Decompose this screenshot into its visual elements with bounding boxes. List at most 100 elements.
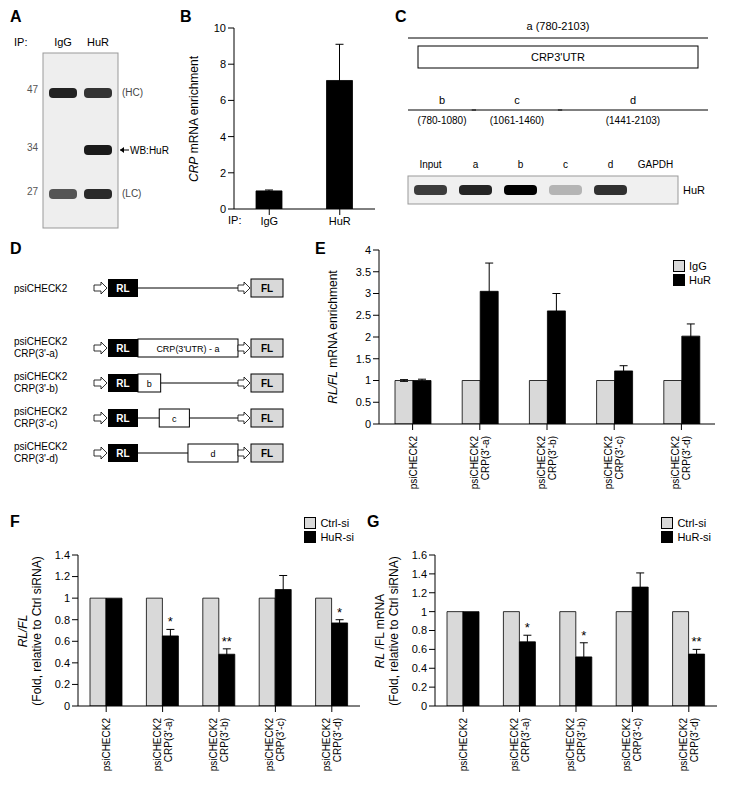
svg-text:psiCHECK2CRP(3'-a): psiCHECK2CRP(3'-a) xyxy=(509,718,531,772)
svg-text:1: 1 xyxy=(421,606,427,618)
svg-text:*: * xyxy=(581,628,586,643)
svg-text:d: d xyxy=(630,94,636,106)
svg-text:IgG: IgG xyxy=(260,215,278,227)
svg-text:FL: FL xyxy=(261,343,273,354)
svg-text:b: b xyxy=(439,94,445,106)
svg-text:d: d xyxy=(608,159,614,170)
svg-text:0.5: 0.5 xyxy=(356,396,371,408)
svg-text:0: 0 xyxy=(220,203,226,215)
svg-text:psiCHECK2CRP(3'-c): psiCHECK2CRP(3'-c) xyxy=(603,436,625,490)
svg-text:1: 1 xyxy=(365,374,371,386)
svg-text:RL: RL xyxy=(116,343,129,354)
svg-text:WB:HuR: WB:HuR xyxy=(130,145,169,156)
svg-text:RL: RL xyxy=(116,283,129,294)
svg-text:CRP(3'-d): CRP(3'-d) xyxy=(14,453,58,464)
svg-text:psiCHECK2: psiCHECK2 xyxy=(14,406,68,417)
svg-text:(1061-1460): (1061-1460) xyxy=(490,115,544,126)
svg-text:CRP3'UTR: CRP3'UTR xyxy=(531,51,585,63)
svg-text:CRP(3'-b): CRP(3'-b) xyxy=(14,383,58,394)
svg-text:psiCHECK2CRP(3'-c): psiCHECK2CRP(3'-c) xyxy=(264,718,286,772)
svg-text:FL: FL xyxy=(261,283,273,294)
svg-text:psiCHECK2CRP(3'-b): psiCHECK2CRP(3'-b) xyxy=(208,718,230,772)
svg-text:psiCHECK2: psiCHECK2 xyxy=(408,436,419,490)
svg-text:CRP(3'UTR) - a: CRP(3'UTR) - a xyxy=(156,344,219,354)
svg-text:*: * xyxy=(525,620,530,635)
svg-text:psiCHECK2: psiCHECK2 xyxy=(458,718,469,772)
svg-text:0.2: 0.2 xyxy=(55,678,70,690)
svg-text:IP:: IP: xyxy=(14,36,27,48)
svg-text:27: 27 xyxy=(27,186,39,197)
svg-text:2.5: 2.5 xyxy=(356,309,371,321)
svg-text:FL: FL xyxy=(261,413,273,424)
svg-text:psiCHECK2CRP(3'-d): psiCHECK2CRP(3'-d) xyxy=(678,718,700,772)
svg-text:1: 1 xyxy=(64,592,70,604)
svg-text:3.5: 3.5 xyxy=(356,266,371,278)
svg-text:psiCHECK2CRP(3'-b): psiCHECK2CRP(3'-b) xyxy=(565,718,587,772)
svg-text:psiCHECK2CRP(3'-d): psiCHECK2CRP(3'-d) xyxy=(670,436,692,490)
svg-text:c: c xyxy=(563,159,568,170)
svg-text:1.2: 1.2 xyxy=(55,570,70,582)
svg-text:**: ** xyxy=(692,634,702,649)
svg-text:4: 4 xyxy=(220,131,226,143)
svg-text:HuR: HuR xyxy=(329,215,351,227)
svg-text:0: 0 xyxy=(365,418,371,430)
svg-text:2: 2 xyxy=(365,331,371,343)
svg-text:(780-1080): (780-1080) xyxy=(418,115,467,126)
svg-text:47: 47 xyxy=(27,84,39,95)
svg-text:CRP(3'-a): CRP(3'-a) xyxy=(14,348,58,359)
svg-text:0.2: 0.2 xyxy=(412,681,427,693)
svg-text:1.2: 1.2 xyxy=(412,587,427,599)
svg-text:HuR: HuR xyxy=(87,36,109,48)
svg-text:34: 34 xyxy=(27,142,39,153)
svg-text:HuR: HuR xyxy=(683,184,705,196)
svg-text:psiCHECK2: psiCHECK2 xyxy=(14,283,68,294)
svg-text:6: 6 xyxy=(220,94,226,106)
svg-text:*: * xyxy=(337,605,342,620)
svg-text:0.4: 0.4 xyxy=(55,657,70,669)
svg-text:d: d xyxy=(210,449,215,459)
svg-text:a: a xyxy=(473,159,479,170)
svg-text:0.6: 0.6 xyxy=(412,643,427,655)
svg-text:CRP(3'-c): CRP(3'-c) xyxy=(14,418,58,429)
svg-text:GAPDH: GAPDH xyxy=(638,159,674,170)
svg-text:0: 0 xyxy=(421,700,427,712)
svg-text:2: 2 xyxy=(220,167,226,179)
svg-text:0.4: 0.4 xyxy=(412,662,427,674)
svg-text:Input: Input xyxy=(419,159,441,170)
svg-text:1.4: 1.4 xyxy=(412,568,427,580)
svg-text:b: b xyxy=(147,379,152,389)
svg-text:psiCHECK2: psiCHECK2 xyxy=(101,718,112,772)
svg-text:psiCHECK2CRP(3'-a): psiCHECK2CRP(3'-a) xyxy=(469,436,491,490)
svg-text:0.8: 0.8 xyxy=(55,614,70,626)
svg-text:4: 4 xyxy=(365,244,371,256)
svg-text:**: ** xyxy=(222,634,232,649)
svg-text:RL: RL xyxy=(116,448,129,459)
svg-text:FL: FL xyxy=(261,378,273,389)
svg-text:IgG: IgG xyxy=(54,36,72,48)
svg-text:(LC): (LC) xyxy=(122,188,141,199)
svg-text:8: 8 xyxy=(220,58,226,70)
svg-text:3: 3 xyxy=(365,287,371,299)
svg-text:psiCHECK2CRP(3'-c): psiCHECK2CRP(3'-c) xyxy=(621,718,643,772)
svg-text:psiCHECK2CRP(3'-d): psiCHECK2CRP(3'-d) xyxy=(321,718,343,772)
svg-text:b: b xyxy=(518,159,524,170)
svg-text:1.5: 1.5 xyxy=(356,353,371,365)
svg-text:10: 10 xyxy=(214,22,226,34)
svg-text:RL: RL xyxy=(116,378,129,389)
svg-text:FL: FL xyxy=(261,448,273,459)
svg-text:0: 0 xyxy=(64,700,70,712)
svg-text:*: * xyxy=(168,614,173,629)
svg-text:psiCHECK2: psiCHECK2 xyxy=(14,441,68,452)
svg-text:c: c xyxy=(172,414,177,424)
svg-text:1.4: 1.4 xyxy=(55,549,70,561)
svg-text:psiCHECK2: psiCHECK2 xyxy=(14,336,68,347)
svg-text:c: c xyxy=(514,94,520,106)
svg-text:0.8: 0.8 xyxy=(412,624,427,636)
svg-text:0.6: 0.6 xyxy=(55,635,70,647)
svg-text:psiCHECK2CRP(3'-b): psiCHECK2CRP(3'-b) xyxy=(536,436,558,490)
svg-text:psiCHECK2CRP(3'-a): psiCHECK2CRP(3'-a) xyxy=(152,718,174,772)
svg-text:a (780-2103): a (780-2103) xyxy=(527,20,590,32)
svg-text:(HC): (HC) xyxy=(122,87,143,98)
svg-text:1.6: 1.6 xyxy=(412,549,427,561)
svg-text:(1441-2103): (1441-2103) xyxy=(606,115,660,126)
